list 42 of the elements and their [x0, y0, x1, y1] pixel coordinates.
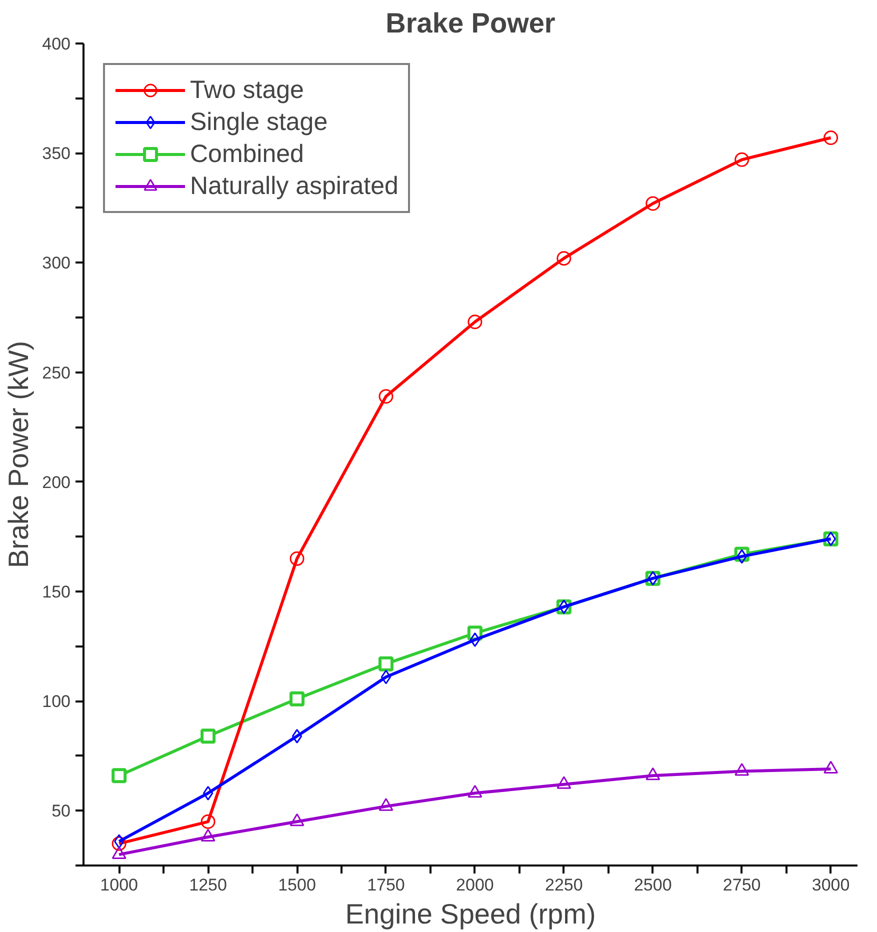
- point: [200, 728, 216, 744]
- x-axis-title: Engine Speed (rpm): [345, 898, 596, 930]
- y-tick-label: 250: [42, 363, 71, 382]
- y-tick-label: 100: [42, 692, 71, 712]
- point: [468, 314, 482, 330]
- x-tick-label: 1750: [367, 876, 405, 894]
- point: [112, 836, 126, 851]
- point: [112, 768, 127, 784]
- legend-label: Two stage: [190, 76, 304, 104]
- point: [114, 834, 124, 849]
- point: [378, 656, 394, 672]
- point: [290, 691, 305, 706]
- y-tick-label: 50: [52, 802, 71, 821]
- legend-label: Naturally aspirated: [190, 172, 398, 200]
- point: [824, 130, 838, 145]
- y-tick-label: 300: [42, 254, 71, 273]
- point: [202, 786, 214, 800]
- y-tick-label: 350: [42, 144, 71, 164]
- chart-title: Brake Power: [386, 8, 556, 38]
- x-tick-label: 3000: [812, 876, 850, 894]
- point: [470, 632, 480, 647]
- y-tick-label: 400: [42, 34, 71, 54]
- legend-label: Combined: [190, 140, 304, 168]
- y-tick-label: 150: [42, 582, 71, 602]
- x-tick-label: 2000: [456, 876, 494, 894]
- point: [292, 728, 302, 744]
- x-tick-label: 1500: [278, 876, 316, 894]
- x-tick-label: 2750: [722, 876, 761, 894]
- x-tick-label: 2500: [634, 876, 672, 894]
- x-tick-label: 1250: [189, 876, 227, 894]
- point: [556, 251, 572, 266]
- point: [380, 670, 392, 684]
- y-tick-label: 200: [42, 472, 71, 492]
- point: [290, 551, 304, 566]
- point: [646, 196, 660, 211]
- x-tick-label: 2250: [545, 876, 583, 894]
- legend-label: Single stage: [190, 108, 328, 136]
- point: [200, 814, 216, 829]
- y-axis-title: Brake Power (kW): [3, 340, 34, 568]
- x-tick-label: 1000: [100, 876, 138, 894]
- point: [734, 152, 750, 167]
- point: [378, 389, 394, 404]
